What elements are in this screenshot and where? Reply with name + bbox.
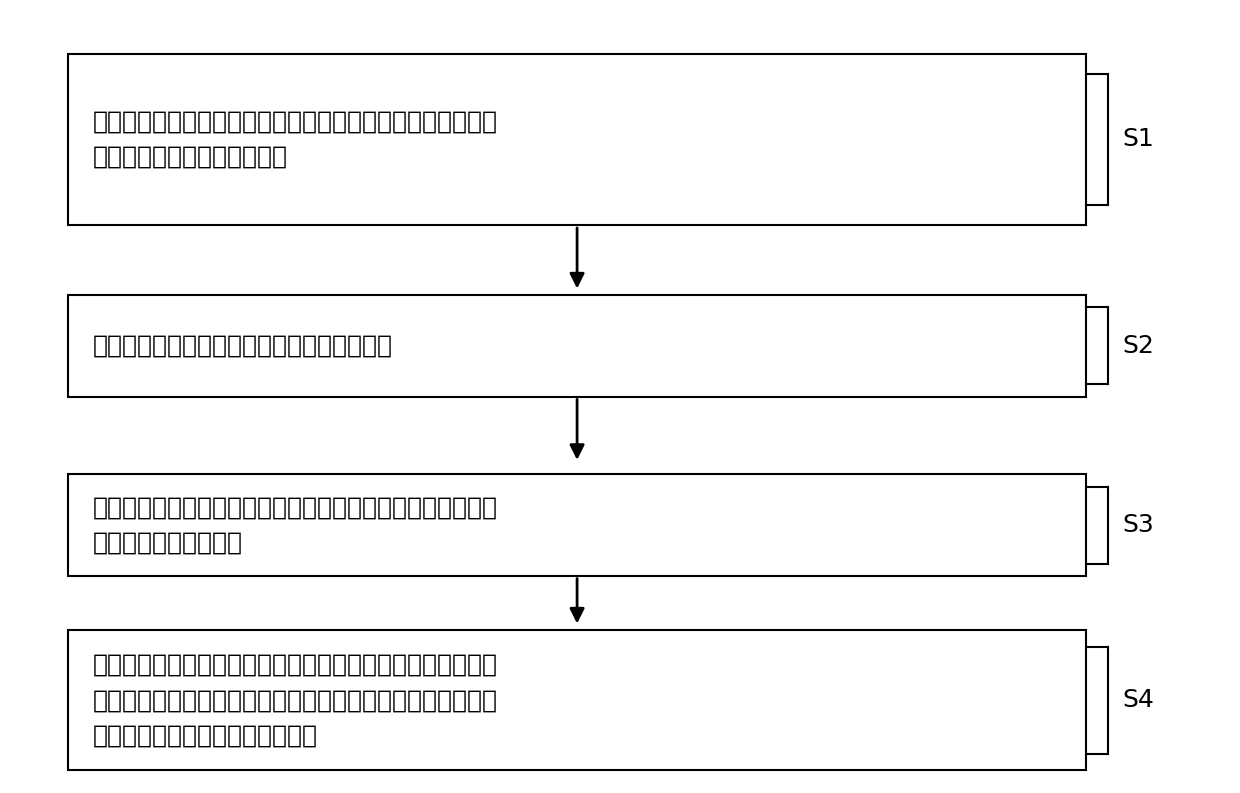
FancyBboxPatch shape bbox=[68, 54, 1086, 225]
Text: 获取待预测日的时间数据和对应的气象数据；: 获取待预测日的时间数据和对应的气象数据； bbox=[93, 334, 393, 358]
Text: S1: S1 bbox=[1122, 128, 1154, 151]
Text: S2: S2 bbox=[1122, 334, 1154, 358]
Text: S3: S3 bbox=[1122, 513, 1154, 537]
Text: S4: S4 bbox=[1122, 688, 1154, 712]
FancyBboxPatch shape bbox=[68, 630, 1086, 771]
Text: 根据可再生能源的发电上网价格、可再生能源的发电政府补贴
价格、用户侧电价信息、电力负荷数据、可再生能源发电出力
功率调控可再生能源的功率出力。: 根据可再生能源的发电上网价格、可再生能源的发电政府补贴 价格、用户侧电价信息、电… bbox=[93, 653, 497, 748]
FancyBboxPatch shape bbox=[68, 474, 1086, 576]
Text: 实时获取可再生能源的发电上网价格、可再生能源的发电政府
补贴价格、用户侧电价信息；: 实时获取可再生能源的发电上网价格、可再生能源的发电政府 补贴价格、用户侧电价信息… bbox=[93, 109, 497, 169]
FancyBboxPatch shape bbox=[68, 295, 1086, 396]
Text: 根据所述时间数据和对应的气象数据预测电力负荷数据、可再
生能源发电出力功率；: 根据所述时间数据和对应的气象数据预测电力负荷数据、可再 生能源发电出力功率； bbox=[93, 496, 497, 555]
